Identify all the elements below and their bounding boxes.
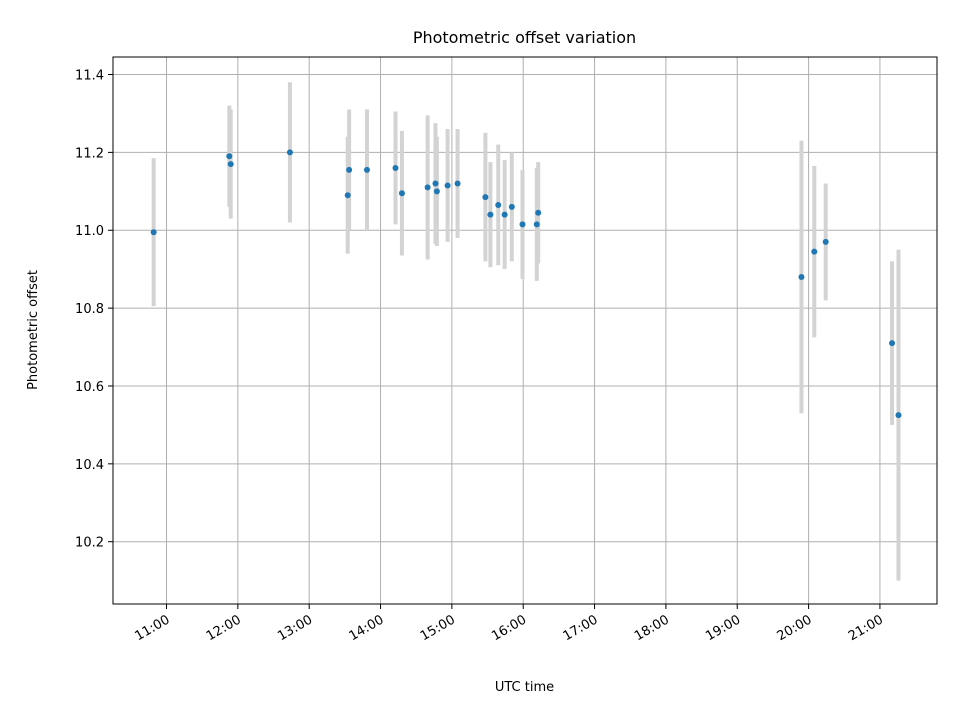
- data-point: [424, 184, 431, 191]
- data-point: [286, 149, 293, 156]
- y-tick-label: 11.2: [75, 146, 104, 161]
- data-point: [822, 238, 829, 245]
- data-point: [487, 211, 494, 218]
- chart-title: Photometric offset variation: [413, 28, 636, 47]
- data-point: [363, 166, 370, 173]
- data-point: [798, 273, 805, 280]
- data-point: [433, 188, 440, 195]
- data-point: [508, 203, 515, 210]
- y-axis-label: Photometric offset: [26, 270, 41, 390]
- y-tick-label: 10.6: [75, 380, 104, 395]
- data-point: [444, 182, 451, 189]
- data-point: [895, 412, 902, 419]
- y-tick-label: 10.8: [75, 302, 104, 317]
- y-tick-label: 10.2: [75, 536, 104, 551]
- data-point: [226, 153, 233, 160]
- data-points: [150, 149, 902, 419]
- data-point: [150, 229, 157, 236]
- data-point: [227, 161, 234, 168]
- data-point: [392, 164, 399, 171]
- data-point: [519, 221, 526, 228]
- data-point: [533, 221, 540, 228]
- data-point: [398, 190, 405, 197]
- y-axis-ticks: 10.2 10.4 10.6 10.8 11.0 11.2 11.4: [75, 69, 113, 551]
- data-point: [432, 180, 439, 187]
- y-tick-label: 11.0: [75, 224, 104, 239]
- data-point: [501, 211, 508, 218]
- data-point: [811, 248, 818, 255]
- data-point: [889, 340, 896, 347]
- x-axis-label: UTC time: [495, 680, 554, 695]
- y-tick-label: 11.4: [75, 69, 104, 84]
- data-point: [346, 166, 353, 173]
- data-point: [482, 194, 489, 201]
- y-tick-label: 10.4: [75, 458, 104, 473]
- data-point: [495, 201, 502, 208]
- data-point: [344, 192, 351, 199]
- plot-frame: [112, 56, 938, 605]
- data-point: [454, 180, 461, 187]
- data-point: [535, 209, 542, 216]
